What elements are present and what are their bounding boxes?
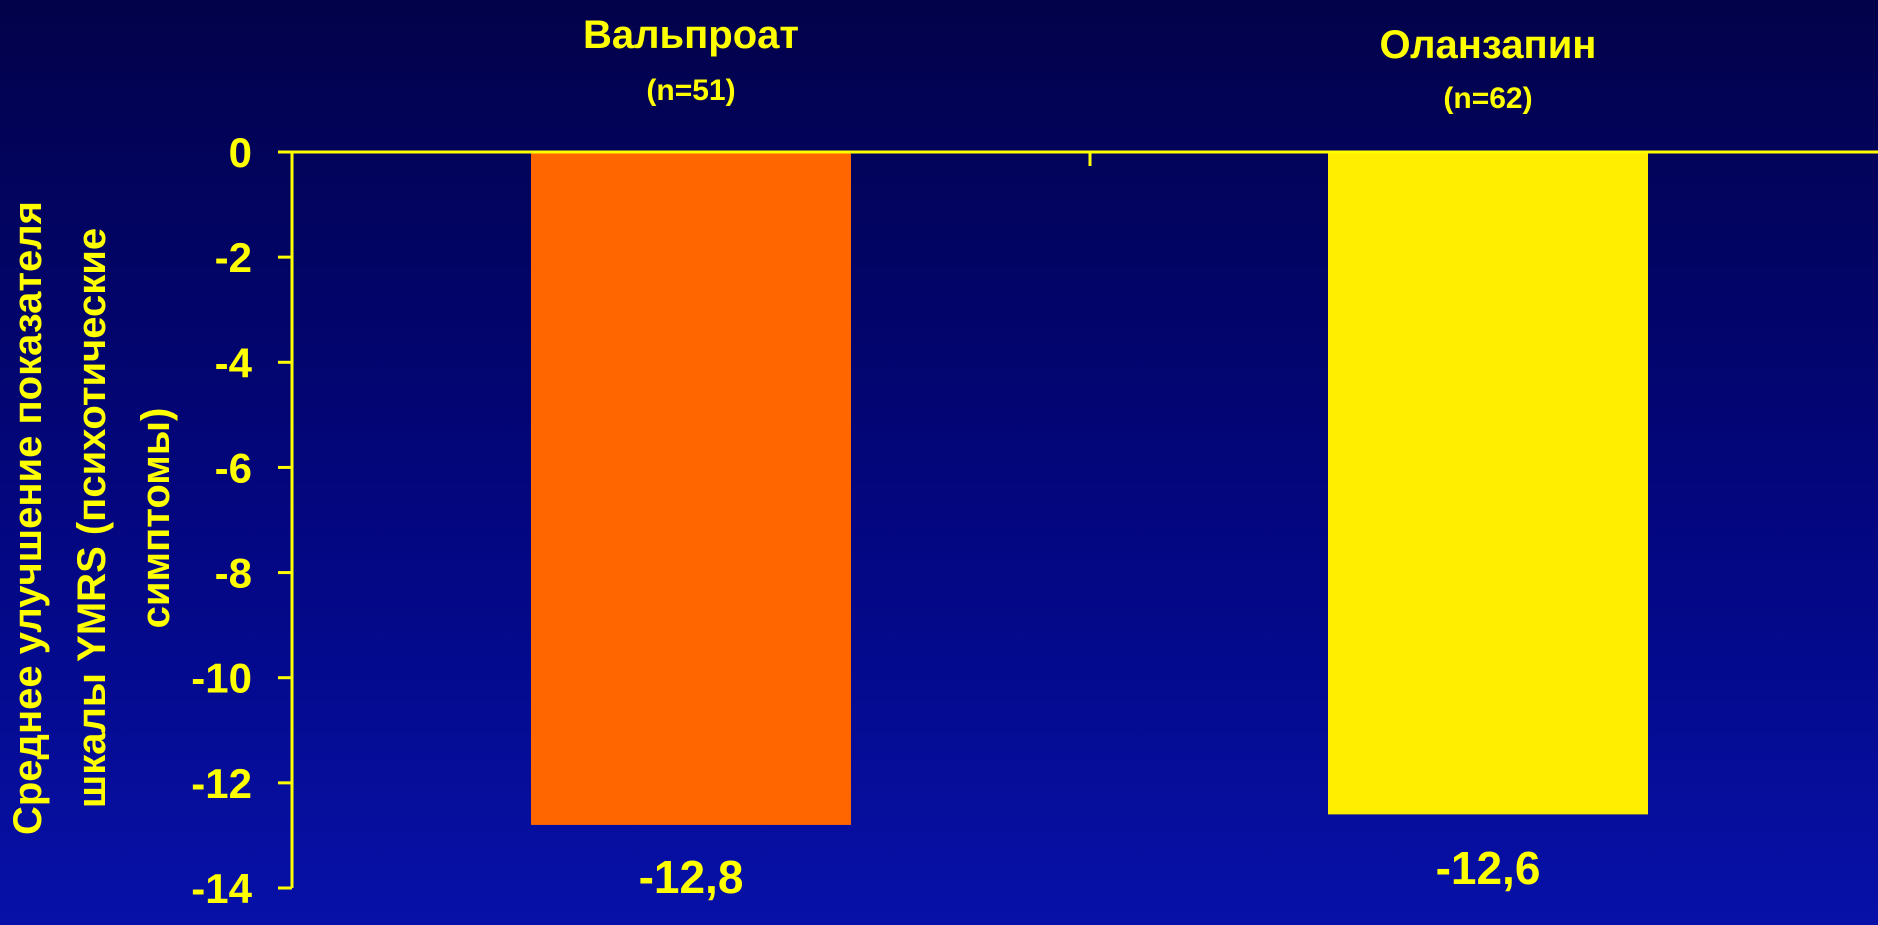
bar-1 xyxy=(531,152,851,825)
y-tick-label: -8 xyxy=(215,550,252,597)
y-tick-label: 0 xyxy=(229,129,252,176)
category-label: Оланзапин xyxy=(1380,23,1597,67)
data-label: -12,6 xyxy=(1436,842,1541,894)
category-label: Вальпроат xyxy=(583,13,799,57)
category-sublabel: (n=62) xyxy=(1443,82,1532,115)
data-label: -12,8 xyxy=(639,851,744,903)
y-tick-label: -10 xyxy=(191,655,252,702)
y-tick-label: -6 xyxy=(215,444,252,491)
y-tick-label: -4 xyxy=(215,339,253,386)
y-tick-label: -14 xyxy=(191,865,252,912)
y-tick-label: -12 xyxy=(191,760,252,807)
y-tick-label: -2 xyxy=(215,234,252,281)
category-sublabel: (n=51) xyxy=(646,74,735,107)
bar-2 xyxy=(1328,152,1648,815)
